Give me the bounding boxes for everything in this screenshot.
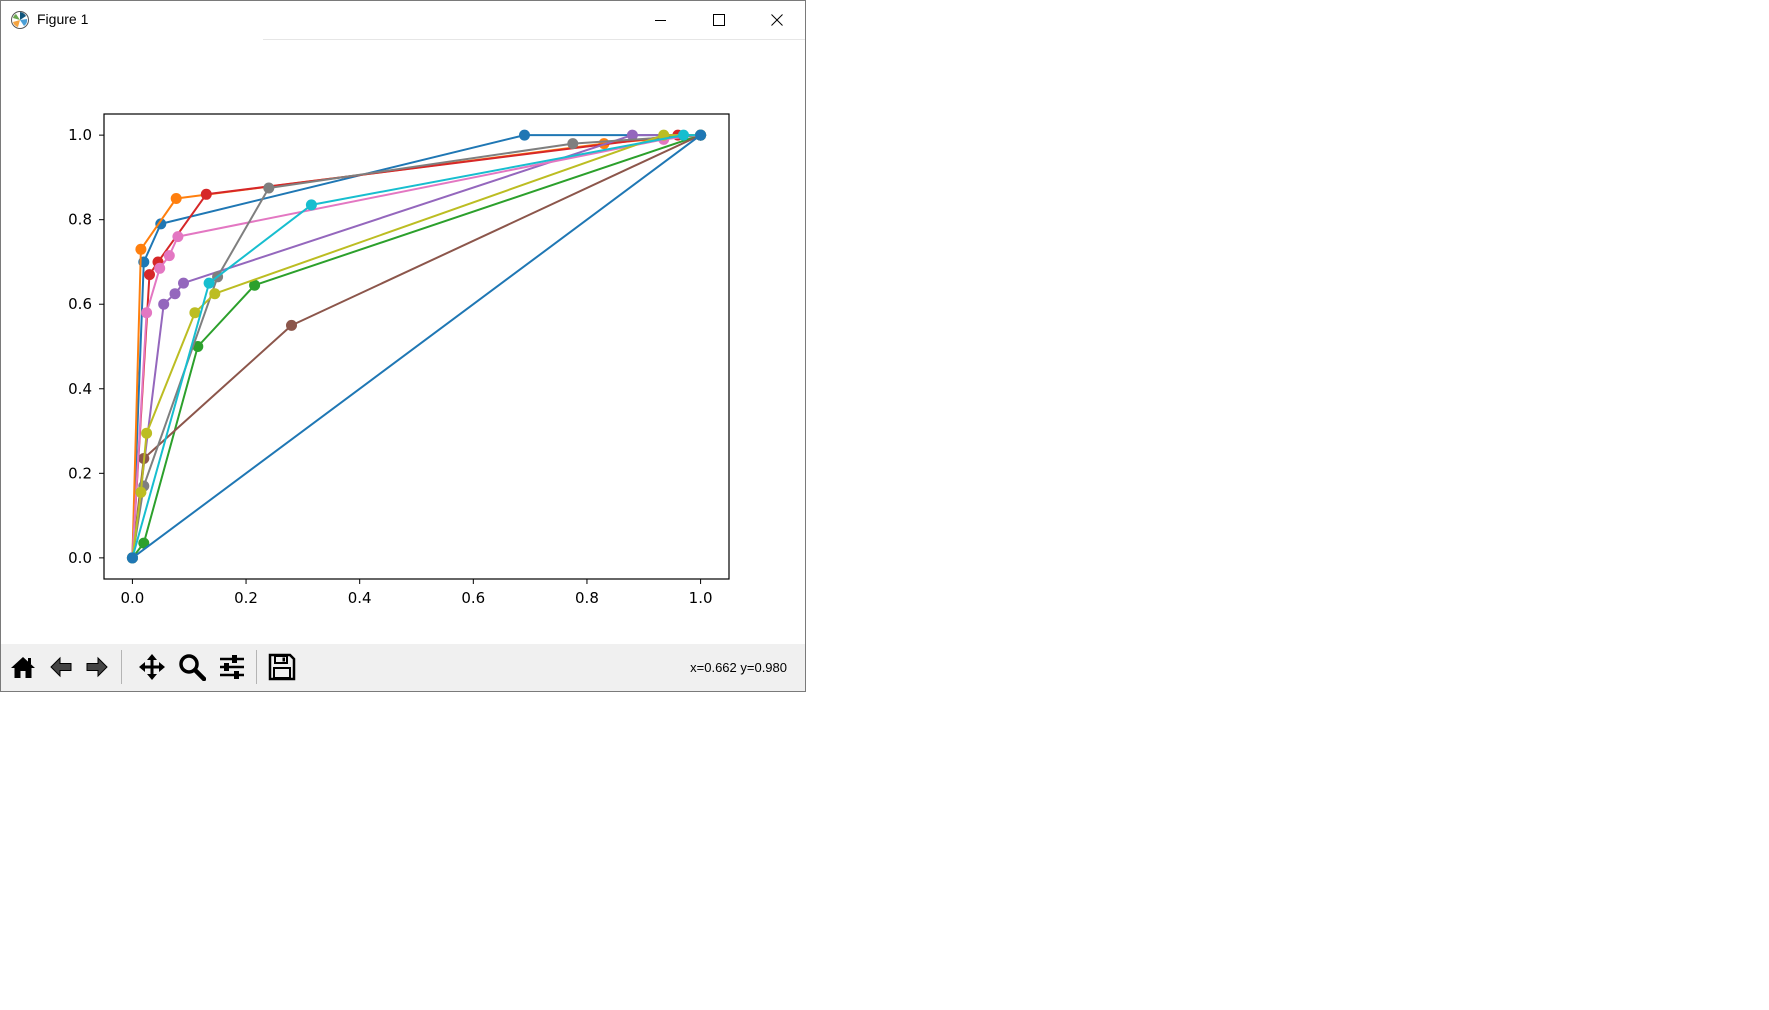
cursor-coordinates: x=0.662 y=0.980: [690, 660, 787, 675]
minimize-button[interactable]: [632, 1, 690, 39]
series-line: [131, 134, 702, 559]
back-button[interactable]: [44, 650, 78, 684]
data-point: [678, 129, 689, 141]
series-11: [126, 129, 707, 564]
data-point: [141, 427, 153, 439]
pan-button[interactable]: [135, 650, 169, 684]
configure-subplots-button[interactable]: [215, 650, 249, 684]
save-button[interactable]: [265, 650, 299, 684]
data-point: [126, 552, 138, 564]
toolbar-separator: [121, 650, 122, 684]
y-tick-label: 0.8: [68, 211, 92, 229]
data-point: [135, 243, 147, 255]
y-axis: 0.0 0.2 0.4 0.6 0.8 1.0: [68, 126, 104, 567]
configure-subplots-icon: [220, 655, 244, 679]
data-point: [626, 129, 638, 141]
navigation-toolbar: x=0.662 y=0.980: [1, 644, 805, 691]
data-point: [141, 307, 153, 319]
home-icon: [11, 657, 35, 678]
plot-canvas[interactable]: 0.0 0.2 0.4 0.6 0.8 1.0 0.0 0.2 0.4 0.6 0.8 1.0: [1, 40, 805, 644]
home-button[interactable]: [6, 650, 40, 684]
data-point: [203, 277, 215, 289]
series-line: [131, 134, 701, 559]
data-point: [249, 279, 261, 291]
data-point: [138, 537, 150, 549]
pan-icon: [139, 654, 165, 680]
back-icon: [50, 656, 72, 678]
data-point: [192, 341, 204, 352]
maximize-icon: [713, 14, 725, 26]
y-tick-label: 0.0: [68, 549, 92, 567]
window-title: Figure 1: [37, 11, 89, 27]
data-point: [200, 188, 212, 200]
y-tick-label: 1.0: [68, 126, 92, 144]
save-icon: [268, 653, 296, 681]
data-point: [305, 199, 317, 211]
maximize-button[interactable]: [690, 1, 748, 39]
x-tick-label: 0.6: [461, 589, 485, 607]
data-point: [178, 277, 189, 289]
data-point: [209, 288, 221, 300]
x-tick-label: 0.0: [120, 589, 144, 607]
figure-window: Figure 1 0.0 0.2 0.4 0.6 0.8 1.0 0.0 0.2 0.4 0.6…: [0, 0, 806, 692]
title-bar[interactable]: Figure 1: [1, 1, 805, 39]
data-point: [154, 262, 166, 274]
data-point: [155, 218, 167, 230]
data-point: [169, 288, 181, 300]
zoom-button[interactable]: [175, 650, 209, 684]
data-point: [263, 182, 275, 194]
title-divider: [263, 39, 805, 40]
close-icon: [771, 14, 783, 26]
y-tick-label: 0.6: [68, 295, 92, 313]
data-point: [286, 319, 297, 331]
data-point: [170, 193, 182, 204]
data-point: [163, 250, 175, 262]
x-tick-label: 0.8: [575, 589, 599, 607]
data-point: [189, 307, 201, 319]
close-button[interactable]: [748, 1, 806, 39]
forward-button[interactable]: [80, 650, 114, 684]
data-point: [172, 231, 184, 243]
y-tick-label: 0.4: [68, 380, 92, 398]
x-tick-label: 0.2: [234, 589, 258, 607]
x-axis: 0.0 0.2 0.4 0.6 0.8 1.0: [120, 579, 713, 607]
data-point: [144, 269, 155, 281]
series-line: [131, 134, 701, 559]
toolbar-separator: [256, 650, 257, 684]
data-point: [695, 129, 707, 141]
zoom-icon: [179, 654, 206, 681]
data-point: [135, 486, 147, 498]
minimize-icon: [655, 20, 666, 21]
data-point: [567, 138, 579, 150]
forward-icon: [86, 656, 108, 678]
matplotlib-logo-icon: [10, 10, 30, 30]
y-tick-label: 0.2: [68, 464, 92, 482]
x-tick-label: 0.4: [348, 589, 372, 607]
data-point: [519, 129, 530, 141]
x-tick-label: 1.0: [689, 589, 713, 607]
axes-frame: [103, 113, 730, 580]
data-point: [158, 298, 170, 310]
